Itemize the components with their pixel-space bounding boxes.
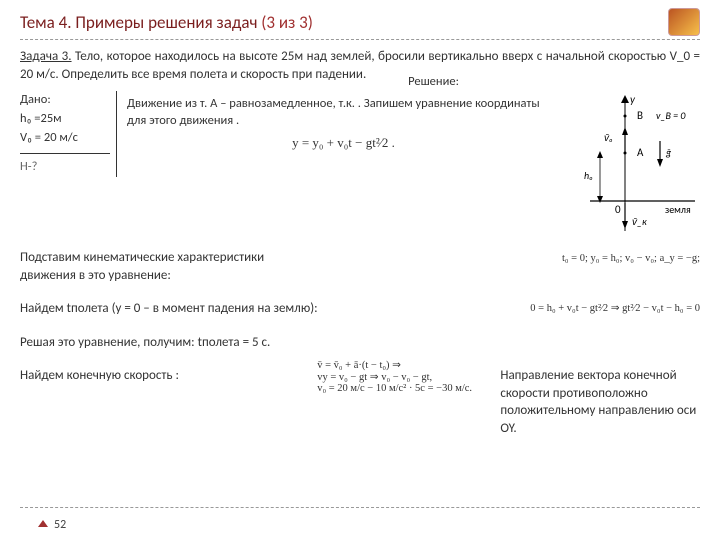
diag-earth: земля: [665, 203, 691, 216]
divider-bottom: [20, 507, 700, 508]
slide-title: Тема 4. Примеры решения задач (3 из 3): [20, 12, 700, 33]
solution-mid: Решение: Движение из т. А – равнозамедле…: [127, 91, 560, 156]
find-v-eq3: v₀ = 20 м/с − 10 м/с² · 5с = −30 м/с.: [317, 383, 488, 394]
find-t-eq: 0 = h₀ + v₀t − gt²⁄2 ⇒ gt²⁄2 − v₀t − h₀ …: [380, 302, 700, 314]
find-t-text: Найдем tполета (y = 0 – в момент падения…: [20, 300, 360, 318]
diag-vb: v_B = 0: [656, 109, 686, 122]
direction-text: Направление вектора конечной скорости пр…: [500, 367, 700, 437]
find-v-eq1: v̄ = v̄₀ + ā·(t − t₀) ⇒: [317, 359, 488, 371]
problem-label: Задача 3.: [20, 49, 72, 64]
diag-v0: v̄₀: [604, 131, 613, 144]
title-prefix: Тема 4. Примеры решения задач: [20, 12, 257, 33]
find-v-eq2: vy = v₀ − gt ⇒ v₀ − v₀ − gt,: [317, 371, 488, 383]
page-number: 52: [38, 518, 66, 532]
given-h: h₀ =25м: [20, 110, 110, 129]
divider-top: [20, 39, 700, 40]
solve-t-text: Решая это уравнение, получим: tполета = …: [20, 334, 700, 352]
diag-B: B: [637, 109, 643, 122]
title-suffix: (3 из 3): [257, 12, 312, 33]
substitute-eq: t₀ = 0; y₀ = h₀; v₀ − v₀; a_y = −g;: [562, 253, 700, 264]
diag-vk: v̄_к: [632, 215, 647, 228]
diag-h0: h₀: [584, 169, 593, 182]
diag-origin: 0: [615, 203, 621, 216]
diag-y-label: y: [630, 93, 636, 106]
diag-A: A: [637, 146, 644, 159]
substitute-text: Подставим кинематические характеристики …: [20, 249, 320, 284]
given-block: Дано: h₀ =25м V₀ = 20 м/c H-?: [20, 91, 117, 177]
given-v: V₀ = 20 м/c: [20, 129, 110, 148]
given-label: Дано:: [20, 91, 110, 110]
diag-g: ḡ: [665, 146, 672, 159]
question-line: H-?: [20, 153, 110, 177]
main-equation: y = y₀ + v₀t − gt²⁄2 .: [127, 134, 560, 152]
physics-diagram: y 0 земля A B v_B = 0 v̄₀ ḡ h₀ v̄_к: [570, 91, 700, 241]
solution-label: Решение:: [307, 73, 560, 91]
find-v-text: Найдем конечную скорость :: [20, 367, 305, 385]
logo-badge: [668, 8, 700, 36]
motion-text: Движение из т. А – равнозамедленное, т.к…: [127, 95, 560, 130]
